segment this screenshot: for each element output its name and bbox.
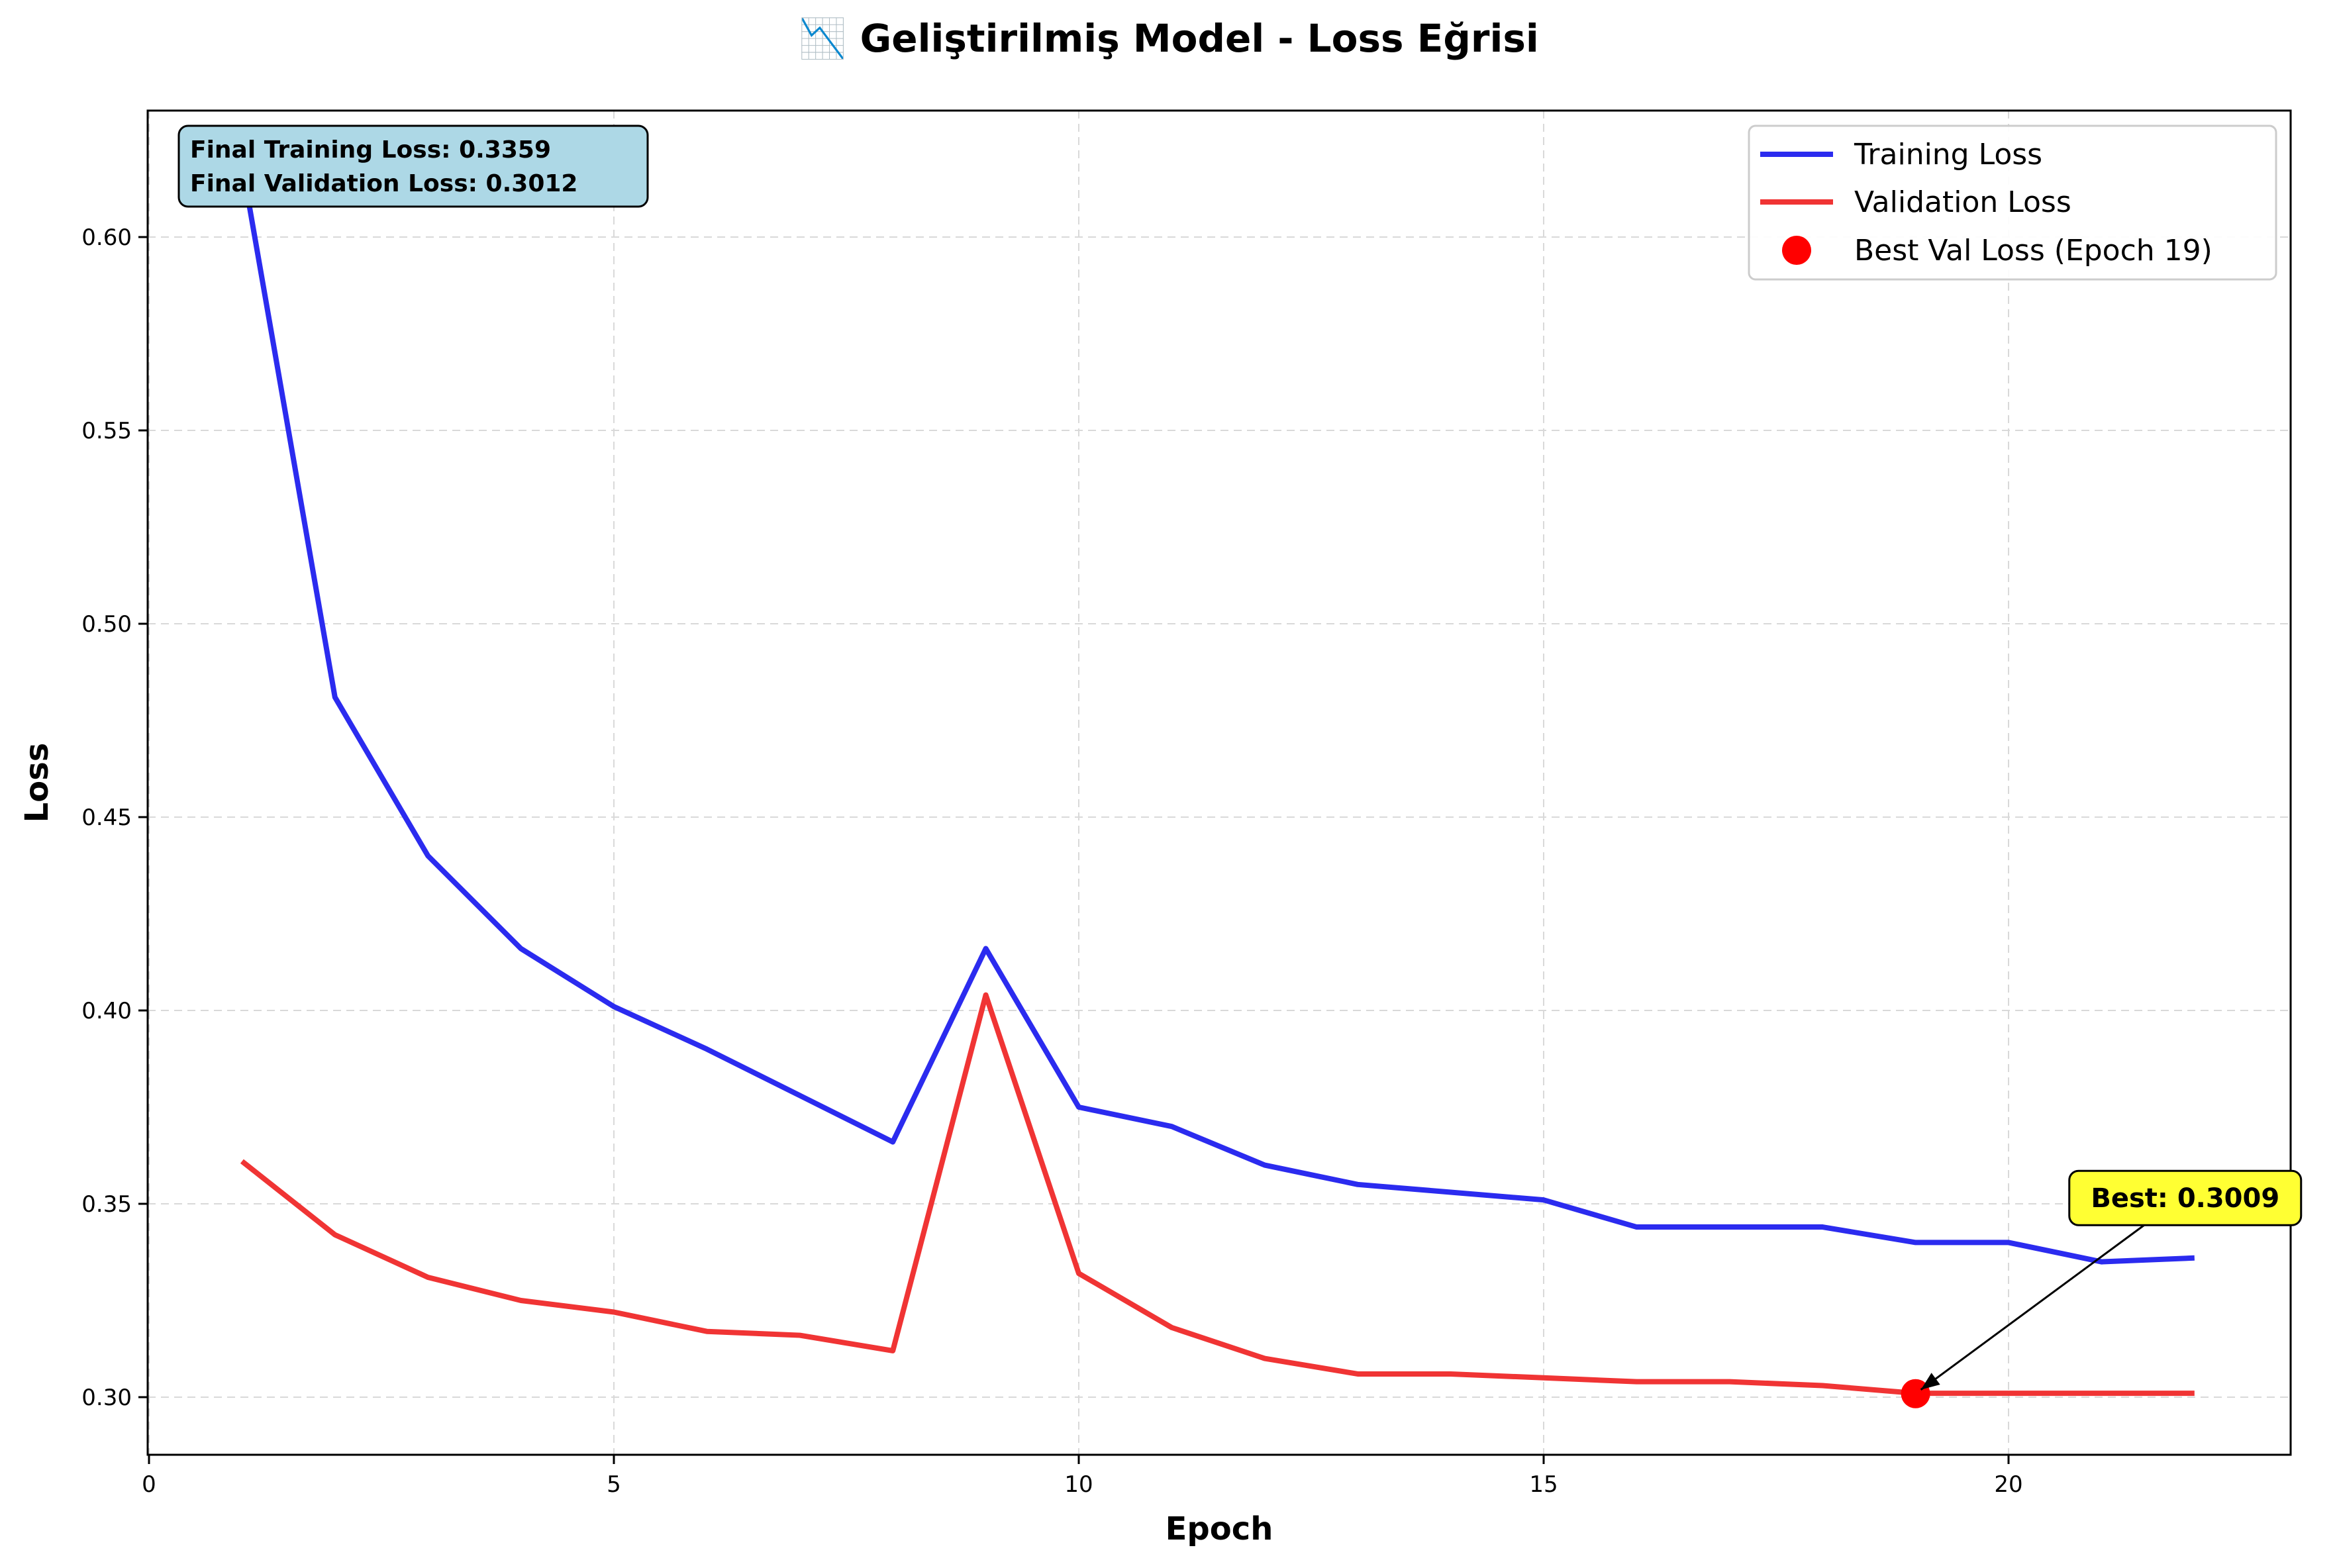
info-box-background: [177, 124, 649, 208]
y-tick-label: 0.40: [81, 998, 132, 1024]
validation-loss-line: [240, 992, 2195, 1396]
legend-frame: [1748, 124, 2277, 281]
final-validation-loss-text: Final Validation Loss: 0.3012: [190, 170, 577, 197]
axis-ticks: 0 5 10 15 20 0.30 0.35 0.40 0.45 0.50 0.55 0.60: [81, 224, 2022, 1498]
legend-label-training: Training Loss: [1854, 138, 2042, 172]
x-tick-label: 10: [1064, 1471, 1093, 1498]
training-loss-line: [239, 163, 2195, 1265]
x-tick-label: 0: [142, 1471, 156, 1498]
best-annotation-box: [2068, 1169, 2303, 1226]
legend-label-best: Best Val Loss (Epoch 19): [1854, 234, 2213, 268]
chart-title: 📉 Geliştirilmiş Model - Loss Eğrisi: [799, 16, 1538, 61]
series-lines: [239, 163, 2195, 1408]
best-annotation-arrowhead: [1920, 1373, 1940, 1390]
x-axis-label: Epoch: [1166, 1510, 1273, 1547]
best-annotation-text: Best: 0.3009: [2091, 1183, 2279, 1214]
x-tick-label: 5: [607, 1471, 621, 1498]
y-tick-label: 0.60: [81, 224, 132, 251]
legend-swatch-best: [1782, 236, 1811, 265]
y-axis-label: Loss: [19, 743, 56, 823]
y-tick-label: 0.45: [81, 805, 132, 831]
best-annotation: Best: 0.3009: [1920, 1169, 2303, 1391]
best-val-loss-point: [1901, 1379, 1930, 1408]
best-annotation-arrow: [1920, 1224, 2145, 1391]
grid-lines: [148, 111, 2291, 1455]
legend: Training Loss Validation Loss Best Val L…: [1748, 124, 2277, 281]
legend-label-validation: Validation Loss: [1854, 185, 2071, 219]
x-tick-label: 20: [1994, 1471, 2022, 1498]
plot-area-frame: [146, 109, 2292, 1456]
final-loss-info-box: Final Training Loss: 0.3359 Final Valida…: [177, 124, 649, 208]
y-tick-label: 0.30: [81, 1385, 132, 1411]
y-tick-label: 0.50: [81, 611, 132, 638]
y-tick-label: 0.35: [81, 1191, 132, 1218]
y-tick-label: 0.55: [81, 418, 132, 444]
final-training-loss-text: Final Training Loss: 0.3359: [190, 136, 551, 164]
x-tick-label: 15: [1529, 1471, 1558, 1498]
